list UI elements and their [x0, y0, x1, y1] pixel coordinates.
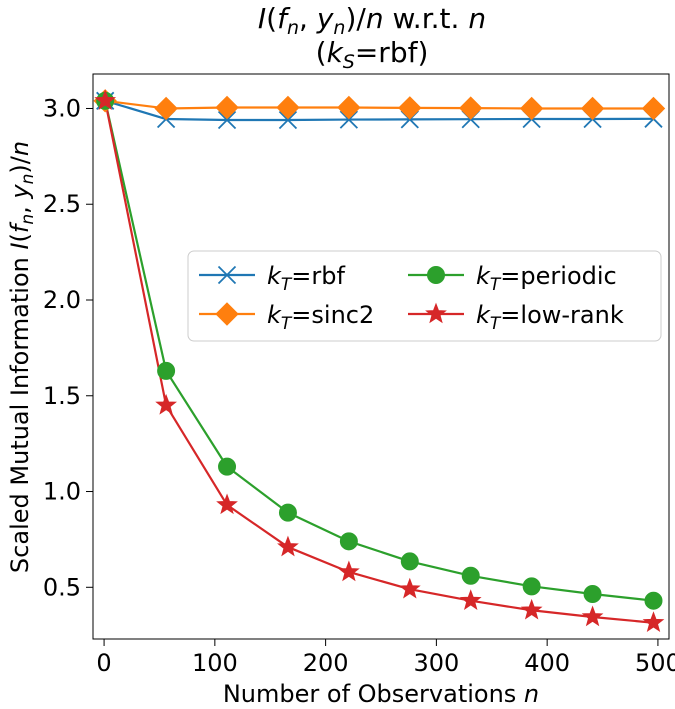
data-point — [461, 566, 480, 585]
legend-entry: kT=sinc2 — [267, 301, 374, 334]
series-line — [104, 100, 654, 602]
data-point — [519, 96, 544, 121]
series-line — [104, 100, 654, 624]
chart-title-line1: I(fn, yn)/n w.r.t. n — [258, 2, 486, 39]
y-axis-label: Scaled Mutual Information I(fn, yn)/n — [6, 141, 38, 573]
data-point — [398, 96, 422, 120]
x-tick-label: 0 — [96, 649, 111, 677]
data-point — [339, 110, 359, 129]
legend-swatch-marker — [215, 302, 239, 326]
data-point — [398, 577, 421, 599]
data-point — [277, 535, 299, 557]
data-point — [400, 552, 419, 571]
data-point — [278, 110, 298, 130]
legend-swatch-marker — [427, 266, 445, 284]
x-tick-label: 300 — [413, 649, 459, 677]
data-point — [215, 95, 239, 120]
x-tick-label: 100 — [192, 649, 238, 677]
x-tick-label: 500 — [635, 649, 675, 677]
x-tick-label: 200 — [303, 649, 349, 677]
y-tick-label: 0.5 — [43, 573, 81, 601]
data-point — [459, 589, 482, 610]
data-point — [337, 95, 361, 120]
series-markers — [93, 89, 666, 632]
y-tick-label: 3.0 — [43, 94, 81, 122]
y-tick-label: 1.5 — [43, 382, 81, 410]
data-point — [155, 393, 177, 415]
data-point — [641, 96, 666, 121]
x-axis-label: Number of Observations n — [223, 680, 539, 708]
data-point — [338, 560, 360, 582]
data-point — [581, 605, 604, 627]
series-line — [104, 99, 654, 122]
legend-box — [187, 250, 662, 342]
chart-title-line2: (kS=rbf) — [316, 36, 429, 73]
series-line — [105, 99, 654, 110]
legend-swatch-marker — [217, 265, 237, 285]
data-point — [278, 503, 297, 522]
data-point — [459, 96, 483, 120]
data-point — [217, 110, 237, 130]
data-point — [339, 532, 358, 551]
y-axis-ticks: 0.5 1.0 1.5 2.0 2.5 3.0 — [43, 94, 93, 601]
data-point — [520, 598, 543, 620]
data-point — [216, 493, 238, 515]
legend: kT=rbf kT=sinc2 kT=periodic kT=low-rank — [187, 250, 662, 342]
y-tick-label: 2.5 — [43, 190, 81, 218]
data-point — [218, 457, 237, 476]
y-tick-label: 2.0 — [43, 286, 81, 314]
data-point — [583, 584, 602, 603]
legend-entry: kT=rbf — [267, 262, 346, 295]
data-point — [522, 577, 541, 596]
data-point — [276, 95, 300, 120]
legend-swatch-marker — [425, 302, 447, 324]
series-lines — [104, 99, 654, 624]
data-point — [157, 361, 176, 380]
y-tick-label: 1.0 — [43, 478, 81, 506]
data-point — [642, 611, 665, 632]
data-point — [580, 96, 605, 121]
data-point — [154, 96, 178, 121]
legend-entry: kT=periodic — [476, 262, 617, 295]
data-point — [94, 89, 117, 111]
x-axis-ticks: 0 100 200 300 400 500 — [96, 639, 675, 677]
plot-area — [92, 73, 670, 640]
x-tick-label: 400 — [524, 649, 570, 677]
legend-entry: kT=low-rank — [476, 301, 624, 334]
data-point — [644, 591, 663, 610]
